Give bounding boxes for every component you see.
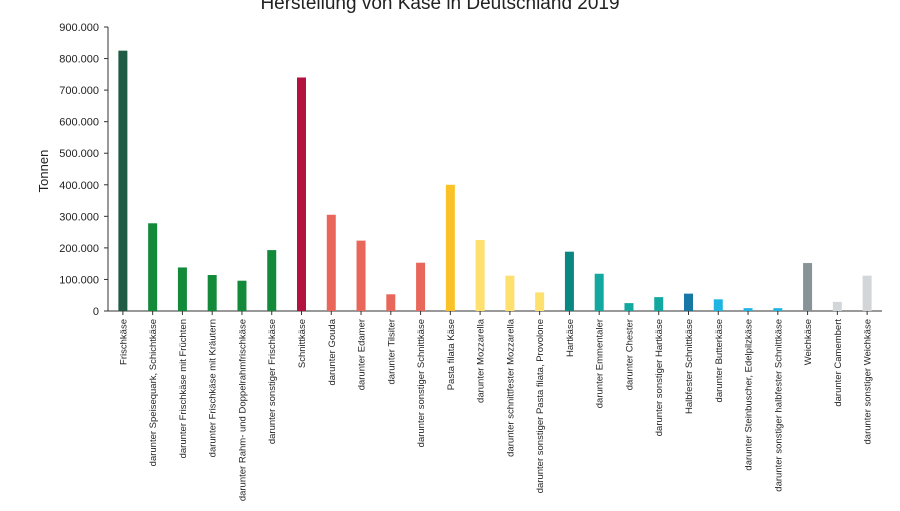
x-tick-label: darunter sonstiger Pasta filata, Provolo… — [535, 319, 546, 493]
bar — [505, 275, 515, 311]
bar — [564, 251, 574, 311]
bar — [207, 275, 217, 311]
y-tick-label: 500.000 — [59, 148, 99, 160]
x-tick-label: darunter Mozzarella — [476, 318, 487, 403]
chart-title: Herstellung von Käse in Deutschland 2019 — [260, 0, 619, 14]
y-tick-label: 300.000 — [59, 211, 99, 223]
x-tick-label: Halbfester Schnittkäse — [684, 319, 695, 414]
plot-area: 0 100.000 200.000 300.000 400.000 500.000 600.… — [59, 22, 882, 501]
bar — [684, 293, 693, 311]
x-tick-label: darunter Frischkäse mit Kräutern — [208, 319, 219, 457]
bar — [594, 273, 604, 311]
x-tick-label: darunter sonstiger Schnittkäse — [416, 319, 427, 447]
x-tick-label: Weichkäse — [803, 319, 814, 365]
bar — [862, 275, 872, 311]
x-tick-label: darunter Frischkäse mit Früchten — [178, 319, 189, 458]
x-tick-label: darunter Chester — [624, 319, 635, 390]
x-tick-label: darunter Steinbuscher, Edelpilzkäse — [744, 319, 755, 471]
x-tick-label: darunter Butterkäse — [714, 319, 725, 402]
bar — [475, 240, 485, 311]
bar — [416, 262, 426, 311]
bar — [832, 301, 842, 311]
bar — [237, 280, 247, 311]
x-tick-label: darunter sonstiger Weichkäse — [863, 319, 874, 445]
x-tick-label: darunter Camembert — [833, 319, 844, 407]
x-tick-label: darunter Gouda — [327, 318, 338, 385]
bar — [297, 77, 306, 312]
x-tick-label: darunter sonstiger halbfester Schnittkäs… — [773, 319, 784, 492]
x-tick-label: Pasta filata Käse — [446, 319, 457, 390]
bar — [803, 263, 813, 311]
y-axis-label: Tonnen — [36, 150, 51, 193]
bar — [326, 214, 336, 311]
x-tick-label: Frischkäse — [118, 319, 129, 365]
x-tick-label: Schnittkäse — [297, 319, 308, 368]
y-tick-label: 600.000 — [59, 117, 99, 129]
bar — [386, 294, 396, 311]
bar — [773, 308, 783, 311]
x-tick-label: darunter Tilsiter — [386, 319, 397, 384]
bar — [713, 299, 723, 311]
bar — [654, 297, 664, 311]
x-tick-label: Hartkäse — [565, 319, 576, 357]
bar — [177, 267, 187, 311]
x-tick-label: darunter sonstiger Hartkäse — [654, 319, 665, 436]
bar — [743, 308, 753, 311]
y-tick-label: 200.000 — [59, 243, 99, 255]
bar — [624, 303, 634, 311]
bar — [445, 184, 455, 311]
x-tick-label: darunter Edamer — [357, 319, 368, 390]
x-tick-label: darunter Rahm- und Doppelrahmfrischkäse — [237, 319, 248, 501]
y-tick-label: 400.000 — [59, 180, 99, 192]
bar — [356, 240, 366, 311]
bar — [267, 250, 277, 311]
x-tick-label: darunter sonstiger Frischkäse — [267, 319, 278, 444]
bar — [535, 292, 545, 311]
bar — [148, 223, 158, 311]
y-tick-label: 700.000 — [59, 85, 99, 97]
x-tick-label: darunter schnittfester Mozzarella — [505, 318, 516, 457]
y-tick-label: 900.000 — [59, 22, 99, 34]
x-tick-label: darunter Emmentaler — [595, 319, 606, 408]
x-tick-label: darunter Speisequark, Schichtkäse — [148, 319, 159, 466]
y-tick-label: 800.000 — [59, 54, 99, 66]
y-tick-label: 0 — [93, 306, 99, 318]
y-tick-label: 100.000 — [59, 274, 99, 286]
bar — [118, 50, 128, 312]
